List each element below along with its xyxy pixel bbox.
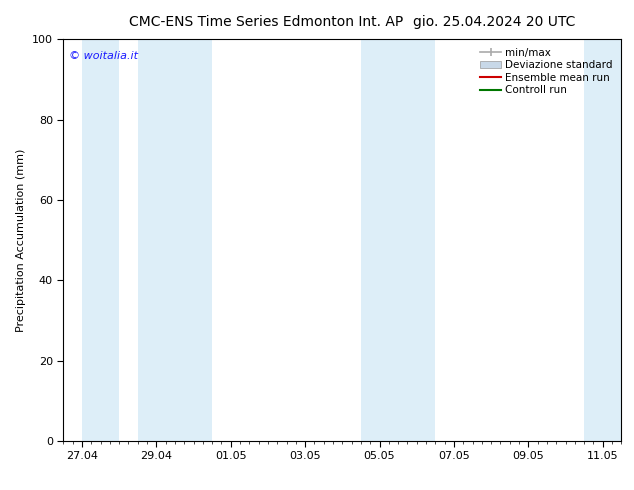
Text: CMC-ENS Time Series Edmonton Int. AP: CMC-ENS Time Series Edmonton Int. AP	[129, 15, 403, 29]
Legend: min/max, Deviazione standard, Ensemble mean run, Controll run: min/max, Deviazione standard, Ensemble m…	[477, 45, 616, 98]
Bar	[138, 39, 212, 441]
Bar	[584, 39, 634, 441]
Text: © woitalia.it: © woitalia.it	[69, 51, 138, 61]
Text: gio. 25.04.2024 20 UTC: gio. 25.04.2024 20 UTC	[413, 15, 576, 29]
Bar	[361, 39, 436, 441]
Y-axis label: Precipitation Accumulation (mm): Precipitation Accumulation (mm)	[16, 148, 27, 332]
Bar	[82, 39, 119, 441]
Title: CMC-ENS Time Series Edmonton Int. AP      gio. 25.04.2024 20 UTC: CMC-ENS Time Series Edmonton Int. AP gio…	[0, 489, 1, 490]
